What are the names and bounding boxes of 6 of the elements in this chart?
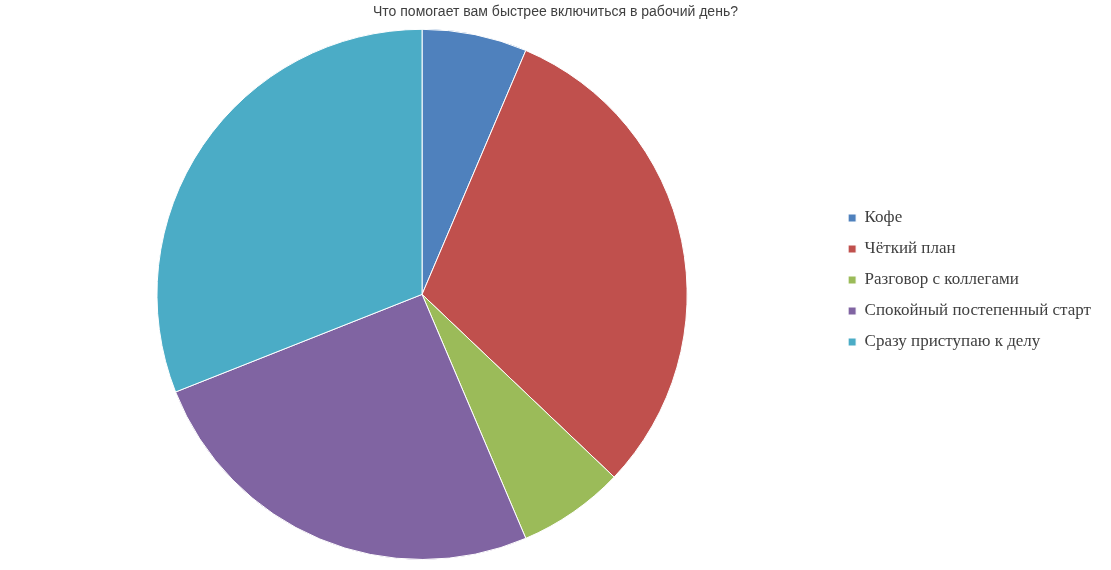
legend-label: Сразу приступаю к делу [864,331,1041,351]
chart-title: Что помогает вам быстрее включиться в рабочий день? [373,3,739,20]
legend-label: Чёткий план [864,238,956,258]
legend-label: Кофе [864,207,903,227]
legend-label: Разговор с коллегами [864,269,1019,289]
legend-label: Спокойный постепенный старт [864,300,1092,320]
